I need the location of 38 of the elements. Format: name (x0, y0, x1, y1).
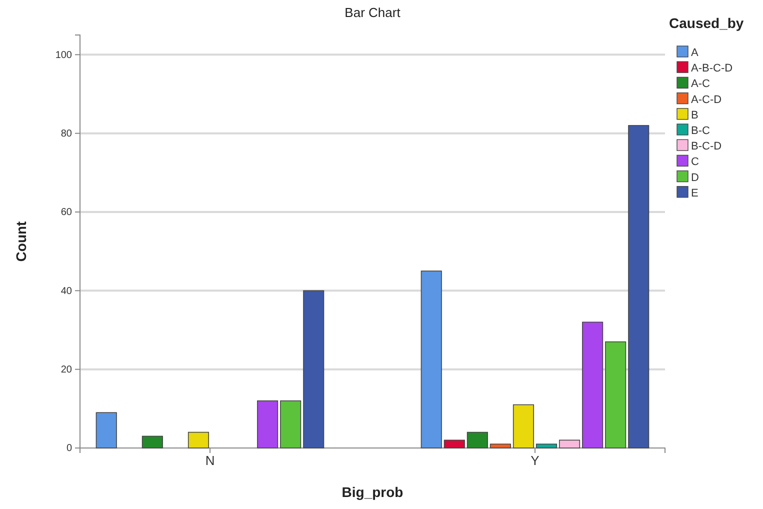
legend-title: Caused_by (669, 15, 744, 31)
y-axis-title: Count (13, 220, 29, 262)
x-tick-label: N (205, 453, 215, 468)
bar (420, 270, 442, 448)
legend-label: A-C-D (691, 94, 722, 106)
bar (303, 290, 324, 448)
bar (582, 322, 604, 448)
bar (559, 440, 580, 448)
y-tick-label: 80 (60, 128, 72, 140)
bar (605, 341, 626, 448)
bar (512, 404, 534, 448)
legend-label: B-C-D (691, 140, 722, 153)
bar (96, 412, 117, 448)
y-tick-label: 60 (60, 207, 72, 218)
y-tick-label: 20 (60, 364, 72, 376)
bar (188, 432, 210, 448)
bar (490, 444, 511, 448)
legend-label: C (691, 156, 699, 168)
legend-label: D (691, 172, 699, 184)
legend-label: B (691, 109, 698, 122)
bar (628, 125, 650, 448)
bar (142, 436, 163, 448)
x-axis-title: Big_prob (342, 484, 404, 500)
chart-title: Bar Chart (344, 5, 401, 20)
y-tick-label: 40 (60, 286, 72, 297)
bar (280, 400, 302, 448)
bar (444, 440, 465, 448)
bar (536, 444, 558, 448)
legend-label: A-B-C-D (691, 62, 733, 75)
x-tick-label: Y (530, 453, 540, 468)
legend-label: A-C (691, 78, 710, 90)
y-tick-label: 100 (55, 50, 72, 61)
legend-label: B-C (691, 125, 710, 137)
bar (466, 432, 488, 448)
legend-label: A (691, 47, 699, 59)
y-tick-label: 0 (66, 443, 72, 454)
legend-label: E (691, 187, 698, 200)
bar (257, 400, 278, 448)
